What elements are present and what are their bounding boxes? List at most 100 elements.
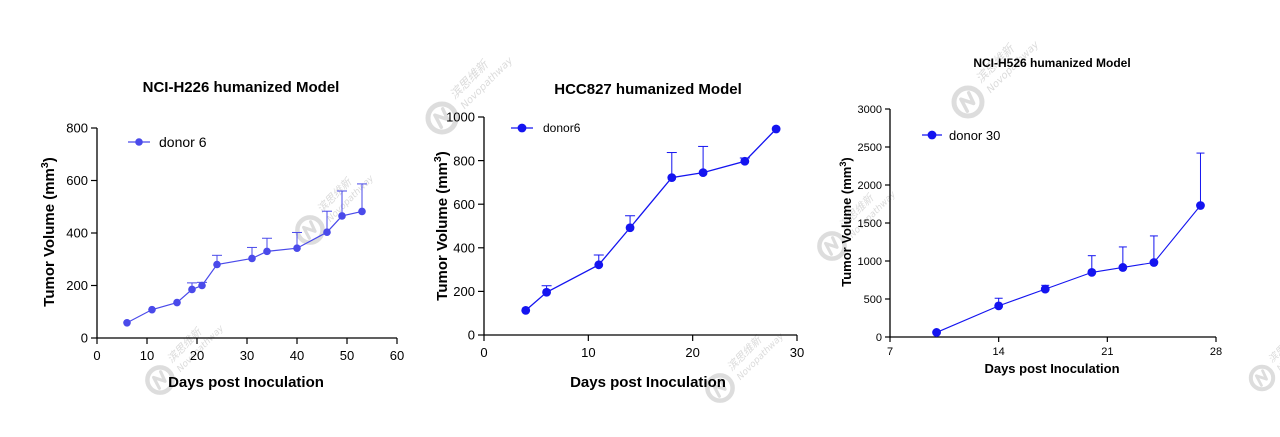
chart-panel-nci-h226: NCI-H226 humanized Model Tumor Volume (m… (39, 79, 404, 391)
x-axis-title: Days post Inoculation (570, 374, 726, 391)
logo-ring (817, 231, 847, 261)
x-tick-label: 28 (1210, 346, 1222, 358)
y-axis-title: Tumor Volume (mm3) (39, 157, 58, 306)
x-tick-label: 10 (140, 348, 154, 363)
y-axis-title: Tumor Volume (mm3) (432, 151, 451, 300)
x-tick-label: 0 (93, 348, 100, 363)
data-point (358, 207, 366, 216)
y-tick-label: 600 (453, 197, 475, 212)
plot-area: 0 200 400 600 800 0 10 20 30 40 50 60 (66, 121, 404, 363)
x-tick-label: 30 (240, 348, 254, 363)
y-tick-label: 600 (66, 173, 88, 188)
y-tick-label: 0 (876, 332, 882, 344)
y-tick-label: 400 (453, 240, 475, 255)
novopathway-logo (295, 215, 325, 245)
novopathway-logo (705, 373, 735, 403)
legend-label: donor 6 (159, 134, 207, 150)
data-point (148, 305, 156, 314)
data-point (1087, 268, 1097, 277)
legend-label: donor6 (543, 121, 581, 135)
data-point (248, 254, 256, 263)
x-axis-title: Days post Inoculation (984, 361, 1119, 376)
x-tick-label: 14 (993, 346, 1005, 358)
data-point (1040, 284, 1050, 294)
y-tick-label: 1500 (858, 218, 882, 230)
data-point (594, 260, 604, 270)
logo-mark (712, 378, 727, 398)
data-point (1149, 258, 1159, 267)
logo-ring (705, 373, 735, 403)
watermark-text-cn: 滨思维新 (1266, 329, 1280, 366)
y-tick-label: 1000 (858, 256, 882, 268)
x-tick-label: 0 (480, 345, 487, 360)
data-point (542, 287, 551, 297)
data-point (625, 223, 635, 233)
novopathway-logo (817, 231, 847, 261)
logo-ring (145, 365, 175, 395)
y-tick-label: 3000 (858, 104, 882, 116)
logo-ring (295, 215, 325, 245)
data-point (932, 328, 941, 337)
logo-ring (1248, 364, 1276, 392)
y-tick-label: 0 (468, 328, 475, 343)
data-point (323, 228, 331, 237)
data-point (1196, 201, 1205, 210)
data-point (293, 244, 301, 253)
logo-mark (959, 91, 976, 113)
data-point (698, 168, 708, 177)
y-tick-label: 200 (453, 284, 475, 299)
data-point (740, 156, 750, 166)
y-tick-label: 200 (66, 278, 88, 293)
series-line (936, 205, 1201, 333)
logo-mark (302, 220, 317, 240)
data-point (123, 318, 131, 327)
novopathway-logo (1248, 364, 1276, 392)
series-line (525, 128, 777, 311)
data-point (667, 173, 677, 183)
legend: donor6 (511, 121, 581, 135)
data-point (521, 305, 531, 315)
y-axis-title: Tumor Volume (mm3) (838, 157, 854, 287)
x-tick-label: 40 (290, 348, 304, 363)
chart-title: NCI-H526 humanized Model (973, 56, 1130, 70)
x-tick-label: 60 (390, 348, 404, 363)
logo-mark (824, 236, 839, 256)
data-point (173, 298, 181, 307)
y-tick-label: 800 (453, 153, 475, 168)
data-point (1118, 263, 1128, 272)
legend-marker (927, 130, 937, 140)
chart-panel-hcc827: HCC827 humanized Model Tumor Volume (mm3… (432, 81, 804, 391)
y-tick-label: 0 (81, 331, 88, 346)
novopathway-logo (145, 365, 175, 395)
data-point (263, 247, 271, 256)
y-tick-label: 500 (864, 294, 882, 306)
plot-area: 0 200 400 600 800 1000 0 10 20 30 (446, 110, 804, 360)
x-tick-label: 30 (790, 345, 804, 360)
y-tick-label: 800 (66, 121, 88, 136)
y-tick-label: 2500 (858, 142, 882, 154)
y-tick-label: 1000 (446, 110, 475, 125)
x-axis-title: Days post Inoculation (168, 374, 324, 391)
legend: donor 6 (128, 134, 207, 150)
data-point (213, 260, 221, 269)
chart-title: HCC827 humanized Model (554, 81, 742, 98)
x-tick-label: 50 (340, 348, 354, 363)
logo-ring (425, 101, 459, 135)
y-tick-label: 2000 (858, 180, 882, 192)
x-tick-label: 21 (1101, 346, 1113, 358)
plot-area: 0 500 1000 1500 2000 2500 3000 7 14 21 28 (858, 104, 1223, 358)
logo-mark (433, 107, 450, 129)
x-tick-label: 10 (581, 345, 595, 360)
novopathway-logo (425, 101, 459, 135)
x-tick-label: 20 (685, 345, 699, 360)
legend-label: donor 30 (949, 128, 1000, 143)
novopathway-logo (951, 85, 985, 119)
x-tick-label: 20 (190, 348, 204, 363)
data-point (198, 281, 206, 290)
